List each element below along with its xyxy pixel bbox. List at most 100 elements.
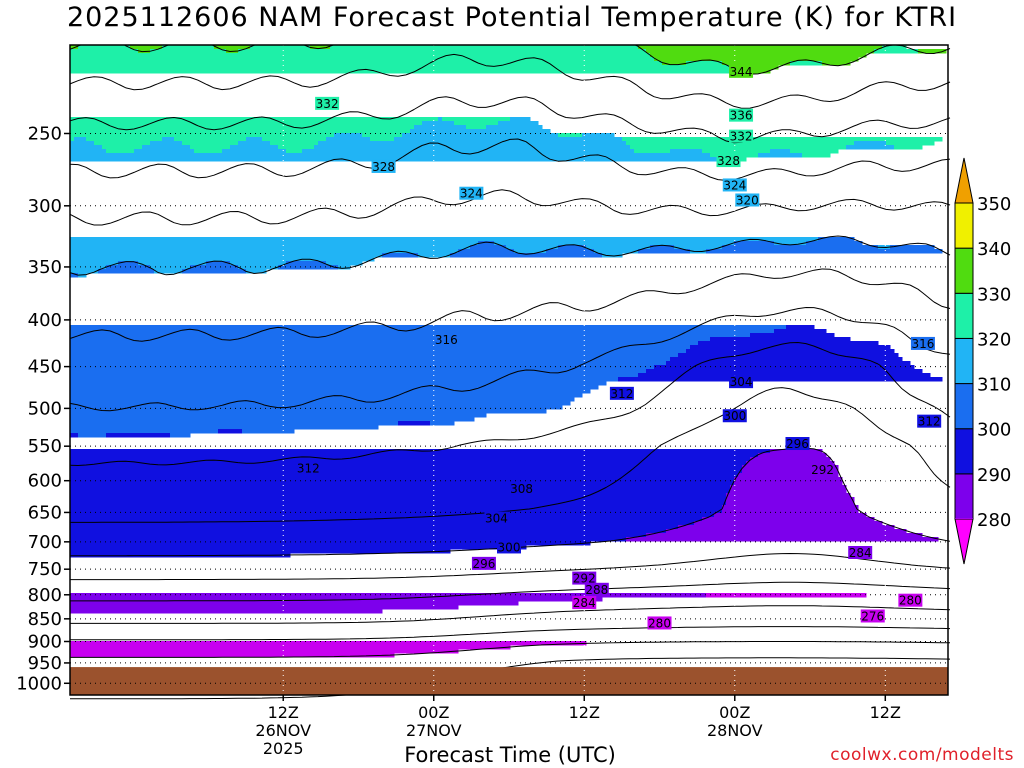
theta-fill-cell xyxy=(70,541,591,546)
theta-fill-cell xyxy=(686,349,895,354)
theta-fill-cell xyxy=(330,45,639,50)
theta-fill-cell xyxy=(70,257,375,262)
theta-fill-cell xyxy=(694,521,883,526)
theta-fill-cell xyxy=(362,133,403,138)
x-tick-label: 2025 xyxy=(263,739,304,758)
theta-fill-cell xyxy=(70,345,691,350)
theta-fill-cell xyxy=(70,265,107,270)
theta-fill-cell xyxy=(238,141,271,146)
contour-label-bg xyxy=(609,386,634,400)
theta-fill-cell xyxy=(70,453,759,458)
theta-fill-cell xyxy=(646,369,923,374)
contour-label-bg xyxy=(729,375,754,389)
theta-fill-field xyxy=(70,45,947,658)
contour-label-bg xyxy=(647,616,672,630)
plot-frame xyxy=(69,44,949,696)
theta-fill-cell xyxy=(326,137,371,142)
theta-fill-cell xyxy=(602,253,623,258)
theta-fill-cell xyxy=(70,501,727,506)
theta-fill-cell xyxy=(418,253,451,258)
isotherm-320 xyxy=(69,235,951,276)
y-tick-label: 1000 xyxy=(16,673,62,694)
theta-fill-cell xyxy=(774,329,827,334)
theta-fill-cell xyxy=(710,337,851,342)
theta-fill-cell xyxy=(746,461,835,466)
theta-fill-cell xyxy=(70,129,411,134)
contour-label-bg xyxy=(572,571,597,585)
theta-fill-cell xyxy=(770,449,823,454)
theta-fill-cell xyxy=(310,45,331,50)
theta-fill-cell xyxy=(218,429,243,434)
theta-fill-cell xyxy=(750,457,831,462)
colorbar-label: 300 xyxy=(977,420,1011,441)
x-tick-label: 28NOV xyxy=(707,721,763,740)
contour-label: 296 xyxy=(472,557,495,571)
theta-fill-cell xyxy=(714,513,867,518)
y-tick-label: 350 xyxy=(28,257,62,278)
colorbar-seam xyxy=(955,518,973,519)
theta-fill-cell xyxy=(70,125,415,130)
y-tick-label: 250 xyxy=(28,123,62,144)
contour-label: 332 xyxy=(316,97,339,111)
contour-label: 292 xyxy=(811,463,834,477)
theta-fill-cell xyxy=(118,261,139,266)
theta-fill-cell xyxy=(246,137,263,142)
contour-label: 288 xyxy=(585,583,608,597)
theta-fill-cell xyxy=(70,337,711,342)
theta-fill-cell xyxy=(722,509,859,514)
theta-fill-cell xyxy=(70,509,723,514)
theta-fill-cell xyxy=(802,153,831,158)
theta-fill-cell xyxy=(70,65,731,70)
theta-fill-cell xyxy=(138,261,207,266)
contour-label-bg xyxy=(785,437,810,451)
theta-fill-cell xyxy=(738,69,771,74)
theta-fill-cell xyxy=(918,49,947,54)
contour-label: 296 xyxy=(786,437,809,451)
theta-fill-cell xyxy=(594,249,639,254)
isotherm-312 xyxy=(69,307,951,412)
theta-fill-cell xyxy=(494,241,735,246)
theta-fill-cell xyxy=(338,265,351,270)
contour-label-bg xyxy=(729,129,754,143)
theta-fill-cell xyxy=(630,145,847,150)
theta-fill-cell xyxy=(454,121,499,126)
contour-label: 316 xyxy=(911,337,934,351)
isotherm-300 xyxy=(70,447,951,557)
theta-fill-cell xyxy=(190,265,239,270)
theta-fill-cell xyxy=(70,649,459,654)
theta-fill-cell xyxy=(70,373,639,378)
contour-label-bg xyxy=(509,482,534,496)
y-tick-label: 700 xyxy=(28,532,62,553)
theta-fill-cell xyxy=(402,133,559,138)
theta-fill-cell xyxy=(150,141,183,146)
contour-label-bg xyxy=(860,609,885,623)
theta-fill-cell xyxy=(70,645,511,650)
theta-fill-cell xyxy=(154,269,183,274)
theta-fill-cell xyxy=(70,481,735,486)
theta-fill-cell xyxy=(70,53,651,58)
contour-label-bg xyxy=(296,461,321,475)
contour-label: 344 xyxy=(730,65,753,79)
theta-fill-cell xyxy=(806,241,863,246)
theta-fill-cell xyxy=(702,149,771,154)
theta-fill-cell xyxy=(70,49,139,54)
theta-fill-cell xyxy=(94,141,151,146)
theta-fill-cell xyxy=(510,117,531,122)
theta-fill-cell xyxy=(70,369,647,374)
contour-label-bg xyxy=(848,545,873,559)
theta-fill-cell xyxy=(486,125,543,130)
theta-fill-cell xyxy=(654,365,915,370)
contour-label-bg xyxy=(716,154,741,168)
theta-fill-cell xyxy=(162,45,215,50)
ground-layer xyxy=(70,667,948,695)
theta-fill-cell xyxy=(638,373,931,378)
theta-fill-cell xyxy=(70,641,587,646)
theta-fill-cell xyxy=(246,269,267,274)
theta-fill-cell xyxy=(622,137,943,142)
theta-fill-cell xyxy=(238,49,647,54)
contour-label: 292 xyxy=(573,572,596,586)
contour-label-bg xyxy=(572,596,597,610)
theta-fill-cell xyxy=(70,249,459,254)
theta-fill-cell xyxy=(86,137,163,142)
theta-fill-cell xyxy=(430,421,455,426)
